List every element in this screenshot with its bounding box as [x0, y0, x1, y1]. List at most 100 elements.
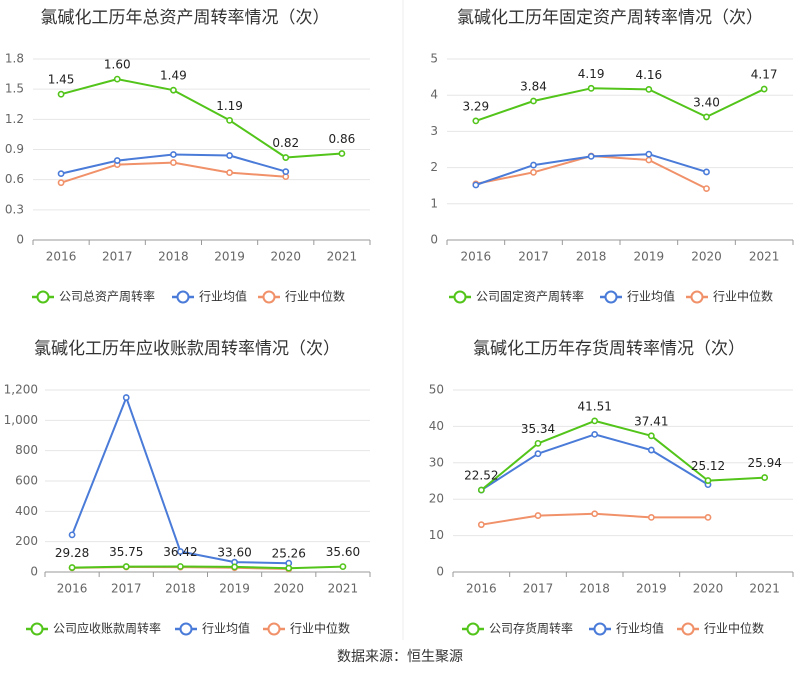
data-point-company [645, 86, 653, 93]
data-point-avg [530, 161, 537, 169]
x-tick-label: 2019 [636, 582, 667, 596]
data-label: 36.42 [163, 545, 197, 559]
data-label: 1.60 [104, 58, 131, 72]
data-label: 3.40 [693, 95, 720, 109]
x-tick-label: 2018 [165, 582, 196, 596]
y-tick-label: 1.8 [5, 52, 24, 66]
legend-item-company[interactable]: 公司总资产周转率 [32, 289, 155, 304]
x-tick-label: 2018 [579, 582, 610, 596]
data-label: 35.60 [326, 545, 360, 559]
x-tick-label: 2018 [576, 250, 607, 264]
y-tick-label: 0 [16, 233, 24, 247]
legend-item-avg[interactable]: 行业均值 [600, 289, 675, 304]
data-point-avg [645, 150, 653, 158]
data-label: 0.86 [329, 132, 356, 146]
data-point-avg [703, 168, 710, 176]
legend-item-company[interactable]: 公司固定资产周转率 [449, 289, 584, 304]
chart-title: 氯碱化工历年总资产周转率情况（次） [41, 8, 330, 28]
source-note: 数据来源：恒生聚源 [337, 649, 463, 665]
legend-item-company[interactable]: 公司存货周转率 [462, 621, 573, 636]
legend-label: 公司应收账款周转率 [53, 621, 161, 636]
legend-swatch-marker [466, 622, 480, 636]
series-line-company [60, 78, 342, 159]
legend-item-median[interactable]: 行业中位数 [263, 621, 350, 636]
legend-item-company[interactable]: 公司应收账款周转率 [26, 621, 161, 636]
legend-swatch-marker [36, 290, 50, 304]
x-tick-label: 2021 [749, 250, 780, 264]
legend-swatch-marker [179, 622, 193, 636]
data-point-company [761, 474, 769, 481]
data-label: 4.17 [751, 68, 778, 82]
chart-panel: 氯碱化工历年存货周转率情况（次） 0 10 20 30 40 50 2016 2017 2018 2… [429, 339, 794, 636]
data-point-company [338, 150, 346, 157]
data-point-company [122, 563, 130, 570]
series-line-company [480, 419, 765, 491]
y-tick-label: 5 [430, 52, 438, 66]
data-point-company [477, 486, 485, 494]
data-label: 29.28 [55, 546, 89, 560]
x-tick-label: 2016 [57, 582, 88, 596]
y-tick-label: 1,200 [4, 383, 38, 397]
data-point-avg [591, 431, 599, 438]
y-tick-label: 40 [429, 419, 444, 433]
legend-item-avg[interactable]: 行业均值 [589, 621, 664, 636]
x-tick-label: 2016 [46, 250, 77, 264]
legend-label: 公司固定资产周转率 [476, 289, 584, 304]
data-label: 35.34 [521, 422, 555, 436]
data-label: 0.82 [272, 136, 299, 150]
y-tick-label: 1 [430, 196, 438, 210]
data-point-avg [113, 157, 121, 164]
x-tick-label: 2017 [102, 250, 133, 264]
data-point-avg [472, 181, 480, 189]
data-point-company [591, 417, 599, 425]
legend-item-median[interactable]: 行业中位数 [686, 289, 773, 304]
y-tick-label: 2 [430, 160, 438, 174]
data-point-company [68, 564, 76, 571]
data-point-median [170, 159, 177, 166]
y-tick-label: 0 [430, 233, 438, 247]
data-label: 41.51 [577, 399, 611, 413]
chart-panel: 氯碱化工历年应收账款周转率情况（次） 0 200 400 600 800 1,000 1,20… [4, 339, 371, 636]
y-tick-label: 1.5 [5, 82, 24, 96]
chart-title: 氯碱化工历年存货周转率情况（次） [473, 339, 745, 359]
x-tick-label: 2017 [523, 582, 554, 596]
x-tick-label: 2021 [328, 582, 359, 596]
data-point-company [170, 86, 177, 94]
legend-swatch-marker [681, 622, 695, 636]
y-tick-label: 30 [429, 455, 444, 469]
data-label: 1.45 [48, 73, 75, 87]
data-point-company [530, 97, 537, 105]
series-line-avg [71, 396, 289, 565]
y-tick-label: 800 [15, 443, 38, 457]
data-point-median [645, 156, 653, 164]
legend-item-median[interactable]: 行业中位数 [258, 289, 345, 304]
y-tick-label: 0 [436, 565, 444, 579]
legend-swatch-marker [176, 290, 190, 304]
legend-label: 行业均值 [627, 289, 675, 304]
data-label: 1.49 [160, 69, 187, 83]
series-line-company [475, 87, 765, 122]
legend-label: 行业均值 [199, 289, 247, 304]
legend-swatch-marker [604, 290, 618, 304]
data-label: 4.19 [578, 67, 605, 81]
x-tick-label: 2019 [634, 250, 665, 264]
data-label: 33.60 [217, 545, 251, 559]
legend-label: 行业中位数 [285, 289, 345, 304]
legend-item-avg[interactable]: 行业均值 [172, 289, 247, 304]
series-line-company [72, 565, 343, 570]
x-tick-label: 2019 [219, 582, 250, 596]
y-tick-label: 0.3 [5, 202, 24, 216]
legend-item-avg[interactable]: 行业均值 [175, 621, 250, 636]
y-tick-label: 4 [430, 88, 438, 102]
data-point-company [587, 84, 595, 92]
x-tick-label: 2020 [693, 582, 724, 596]
legend-swatch-marker [690, 290, 704, 304]
legend-item-median[interactable]: 行业中位数 [677, 621, 764, 636]
data-point-company [113, 75, 121, 83]
x-tick-label: 2020 [273, 582, 304, 596]
data-point-avg [122, 394, 130, 401]
data-point-company [57, 90, 65, 98]
data-point-company [647, 432, 655, 440]
data-label: 1.19 [216, 99, 243, 113]
legend-swatch-marker [262, 290, 276, 304]
